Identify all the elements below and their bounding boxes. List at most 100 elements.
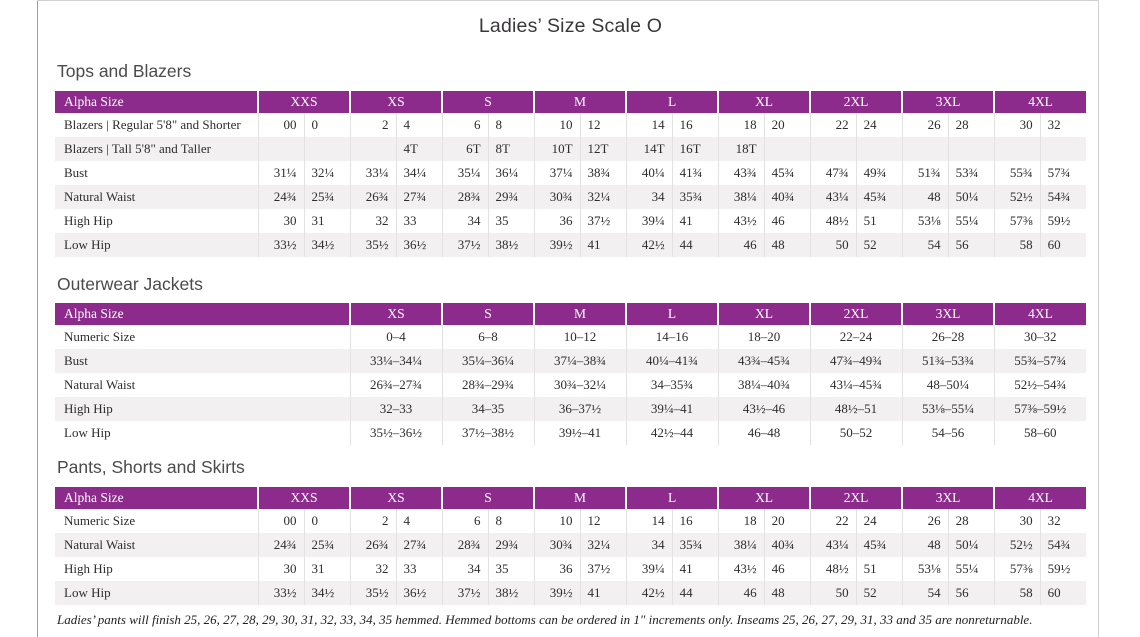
size-value-cell: 43¼: [809, 185, 857, 209]
row-label: High Hip: [64, 561, 113, 576]
size-value-cell: 34: [441, 209, 489, 233]
size-value-cell: 37½: [579, 209, 627, 233]
size-value-cell: 43¾: [717, 161, 765, 185]
section-pants-shorts-and-skirts: Pants, Shorts and Skirts Alpha Size XXS XS…: [55, 455, 1087, 605]
size-value-cell: 30: [993, 509, 1041, 533]
size-value-cell: 31: [303, 557, 351, 581]
size-column-header-xs: XS: [349, 487, 443, 509]
table-row: Low Hip 33½ 34½ 35½ 36½ 37½ 38½ 39½ 41 42½ 44 46 48 5…: [55, 581, 1087, 605]
size-value-cell: 10: [533, 509, 581, 533]
size-value-cell: 6–8: [441, 325, 534, 349]
size-value-cell: 27¾: [395, 185, 443, 209]
section-outerwear-jackets: Outerwear Jackets Alpha Size XS S M L XL 2XL 3X…: [55, 272, 1086, 445]
size-value-cell: 55¾–57¾: [993, 349, 1086, 373]
size-value-cell: 16: [671, 509, 719, 533]
size-value-cell: 49¾: [855, 161, 903, 185]
size-value-cell: 22–24: [809, 325, 902, 349]
size-value-cell: 58–60: [993, 421, 1086, 445]
footnote: Ladies’ pants will finish 25, 26, 27, 28…: [57, 612, 1033, 627]
size-value-cell: 4: [395, 113, 443, 137]
size-value-cell: 28¾: [441, 185, 489, 209]
size-value-cell: 52½–54¾: [993, 373, 1086, 397]
size-value-cell: 8: [487, 509, 535, 533]
size-value-cell: 26¾–27¾: [349, 373, 442, 397]
table-row: High Hip 30 31 32 33 34 35 36 37½ 39¼ 41 43½ 46 48½ 51…: [55, 209, 1087, 233]
table-row: Natural Waist 26¾–27¾ 28¾–29¾ 30¾–32¼ 34–35¾…: [55, 373, 1086, 397]
size-value-cell: 59½: [1039, 209, 1087, 233]
size-value-cell: [855, 137, 903, 161]
size-value-cell: 0: [303, 509, 351, 533]
size-value-cell: 30¾: [533, 185, 581, 209]
size-value-cell: 10T: [533, 137, 581, 161]
size-value-cell: 24¾: [257, 533, 304, 557]
size-value-cell: 43¾–45¾: [717, 349, 810, 373]
row-label: Bust: [64, 353, 88, 368]
size-value-cell: 32: [1039, 113, 1087, 137]
size-value-cell: 38¼: [717, 533, 765, 557]
size-value-cell: 53⅛: [901, 209, 949, 233]
size-value-cell: 2: [349, 113, 397, 137]
size-column-header-l: L: [625, 487, 719, 509]
size-value-cell: 45¾: [763, 161, 811, 185]
size-value-cell: 32¼: [579, 533, 627, 557]
table-row: High Hip 32–33 34–35 36–37½ 39¼–41 43½–46 48½–…: [55, 397, 1086, 421]
size-value-cell: 51¾–53¾: [901, 349, 994, 373]
size-value-cell: 36½: [395, 233, 443, 257]
size-value-cell: 50: [809, 581, 857, 605]
size-value-cell: 37¼: [533, 161, 581, 185]
size-value-cell: 33: [395, 557, 443, 581]
size-value-cell: 4T: [395, 137, 443, 161]
size-value-cell: 0–4: [349, 325, 442, 349]
size-value-cell: 48½: [809, 209, 857, 233]
page-content: Ladies’ Size Scale O Tops and Blazers Al…: [55, 0, 1087, 628]
size-value-cell: 4: [395, 509, 443, 533]
size-column-header-xl: XL: [717, 487, 811, 509]
size-value-cell: 50: [809, 233, 857, 257]
size-value-cell: 52½: [993, 185, 1041, 209]
size-column-header-s: S: [441, 303, 534, 325]
size-value-cell: 27¾: [395, 533, 443, 557]
size-value-cell: 00: [257, 509, 304, 533]
row-label: Natural Waist: [64, 537, 136, 552]
size-value-cell: 32¼: [303, 161, 351, 185]
size-value-cell: 57¾: [1039, 161, 1087, 185]
size-value-cell: 40¼–41¾: [625, 349, 718, 373]
size-column-header-3xl: 3XL: [901, 91, 995, 113]
size-value-cell: 56: [947, 581, 995, 605]
alpha-size-header: Alpha Size: [55, 487, 258, 509]
size-value-cell: 48: [901, 185, 949, 209]
size-value-cell: 57⅜–59½: [993, 397, 1086, 421]
size-column-header-2xl: 2XL: [809, 487, 903, 509]
size-value-cell: 24¾: [257, 185, 304, 209]
table-row: Blazers | Tall 5'8" and Taller 4T 6T 8T 10T 1…: [55, 137, 1087, 161]
size-value-cell: 42½: [625, 233, 673, 257]
size-value-cell: 35: [487, 209, 535, 233]
alpha-size-header: Alpha Size: [55, 91, 258, 113]
alpha-size-header: Alpha Size: [55, 303, 350, 325]
size-value-cell: 38½: [487, 581, 535, 605]
size-value-cell: 45¾: [855, 185, 903, 209]
pants-shorts-and-skirts-table: Alpha Size XXS XS S M L XL 2XL 3XL 4XL Numeric Siz…: [55, 487, 1087, 605]
size-value-cell: 39¼–41: [625, 397, 718, 421]
size-value-cell: 48½–51: [809, 397, 902, 421]
size-value-cell: 35¾: [671, 185, 719, 209]
size-value-cell: 35½: [349, 233, 397, 257]
table-row: Low Hip 33½ 34½ 35½ 36½ 37½ 38½ 39½ 41 42½ 44 46 48 5…: [55, 233, 1087, 257]
size-value-cell: 50¼: [947, 185, 995, 209]
size-column-header-xs: XS: [349, 91, 443, 113]
size-value-cell: 52: [855, 233, 903, 257]
size-value-cell: 20: [763, 509, 811, 533]
size-value-cell: 53¾: [947, 161, 995, 185]
size-value-cell: 37½: [579, 557, 627, 581]
size-value-cell: 59½: [1039, 557, 1087, 581]
size-value-cell: 50¼: [947, 533, 995, 557]
size-value-cell: 16T: [671, 137, 719, 161]
size-value-cell: [809, 137, 857, 161]
size-value-cell: 30¾–32¼: [533, 373, 626, 397]
size-value-cell: 28: [947, 509, 995, 533]
size-value-cell: 2: [349, 509, 397, 533]
size-column-header-4xl: 4XL: [993, 91, 1087, 113]
page-right-border: [1098, 0, 1099, 637]
size-value-cell: 47¾: [809, 161, 857, 185]
size-value-cell: 28¾: [441, 533, 489, 557]
